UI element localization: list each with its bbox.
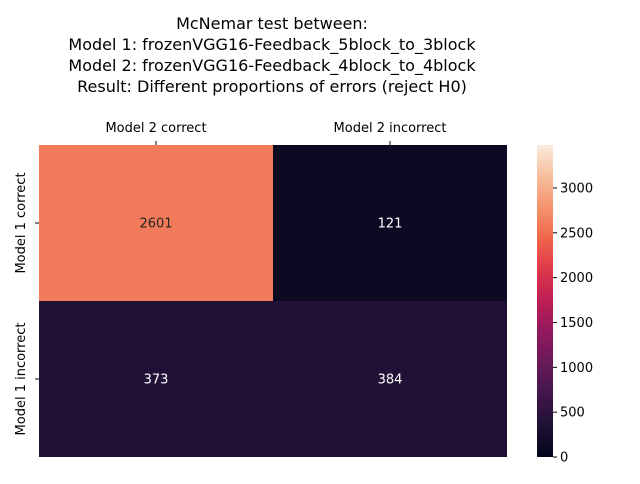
y-axis-ticks: Model 1 correct Model 1 incorrect — [14, 172, 39, 435]
cell-value-label: 2601 — [139, 217, 172, 232]
heatmap-cells — [39, 145, 507, 457]
title-line-2: Model 1: frozenVGG16-Feedback_5block_to_… — [68, 35, 476, 55]
heatmap-cell-labels: 2601 121 373 384 — [139, 217, 402, 388]
colorbar-tick-label: 1000 — [560, 361, 593, 376]
colorbar-tick-label: 1500 — [560, 316, 593, 331]
x-tick-label: Model 2 incorrect — [334, 121, 447, 136]
colorbar-tick-label: 2000 — [560, 271, 593, 286]
title-line-3: Model 2: frozenVGG16-Feedback_4block_to_… — [68, 56, 476, 76]
heatmap-cell-r1-c1 — [273, 301, 507, 457]
cell-value-label: 384 — [378, 373, 403, 388]
heatmap-cell-r1-c0 — [39, 301, 273, 457]
colorbar-tick-label: 0 — [560, 451, 568, 466]
colorbar-gradient — [537, 145, 553, 457]
title-line-1: McNemar test between: — [176, 14, 368, 33]
heatmap-cell-r0-c1 — [273, 145, 507, 301]
colorbar-tick-label: 3000 — [560, 181, 593, 196]
y-tick-label: Model 1 incorrect — [14, 323, 29, 436]
colorbar-tick-label: 2500 — [560, 226, 593, 241]
x-tick-label: Model 2 correct — [105, 121, 206, 136]
cell-value-label: 121 — [378, 217, 403, 232]
chart-title: McNemar test between: Model 1: frozenVGG… — [68, 14, 476, 96]
colorbar: 0 500 1000 1500 2000 2500 3000 — [537, 145, 593, 466]
title-line-4: Result: Different proportions of errors … — [77, 77, 467, 96]
y-tick-label: Model 1 correct — [14, 172, 29, 273]
cell-value-label: 373 — [144, 373, 169, 388]
heatmap-cell-r0-c0 — [39, 145, 273, 301]
x-axis-ticks: Model 2 correct Model 2 incorrect — [105, 121, 446, 145]
colorbar-tick-label: 500 — [560, 406, 585, 421]
